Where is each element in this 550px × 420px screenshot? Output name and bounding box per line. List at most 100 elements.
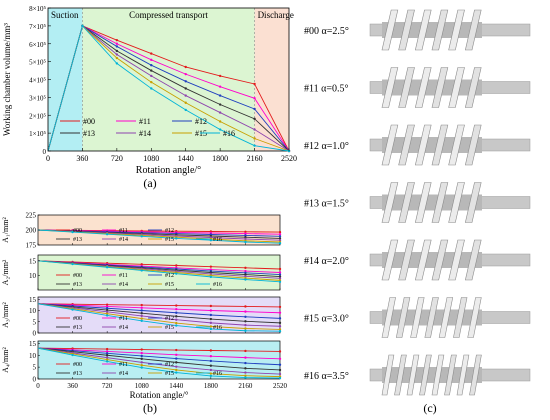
- rotor-flight-6-1: [394, 354, 407, 396]
- area4-point-12-3: [140, 354, 143, 358]
- vol-point-12-5: [218, 94, 222, 97]
- area2-point-14-6: [244, 275, 247, 278]
- area4-point-15-2: [105, 358, 109, 361]
- area1-point-14-6: [244, 237, 247, 241]
- area3-point-16-5: [209, 327, 213, 331]
- area3-point-14-6: [244, 323, 247, 327]
- rotor-shaft-left-5: [369, 311, 385, 324]
- area4-y-tick-label-3: 15: [29, 340, 37, 348]
- vol-point-11-5: [218, 85, 222, 88]
- area2-legend-label-3: #13: [73, 282, 82, 288]
- rotor-flight-3-0: [381, 182, 399, 223]
- area1-point-11-6: [244, 232, 247, 235]
- rotor-flight-0-5: [464, 9, 482, 51]
- area3-point-16-7: [278, 330, 282, 333]
- area2-point-00-7: [278, 267, 282, 271]
- area1-legend-label-5: #15: [165, 237, 174, 243]
- area2-y-axis-label: A₂/mm²: [1, 259, 10, 285]
- area3-point-12-3: [140, 309, 143, 312]
- area2-y-tick-label-1: 15: [29, 257, 37, 265]
- legend-label-2: #12: [195, 117, 207, 126]
- rotor-6: #16 α=3.5°: [304, 354, 531, 396]
- rotor-3: #13 α=1.5°: [304, 182, 531, 223]
- x-axis-label: Rotation angle/°: [136, 165, 201, 176]
- area3-point-00-4: [175, 304, 178, 307]
- rotor-shaft-right-1: [479, 81, 531, 94]
- area1-point-12-6: [244, 234, 247, 237]
- area3-legend-label-5: #15: [165, 325, 174, 331]
- area4-point-13-7: [278, 368, 282, 372]
- vol-point-15-3: [150, 80, 153, 84]
- area1-point-16-6: [244, 240, 247, 244]
- rotor-shaft-right-5: [479, 311, 531, 324]
- area1-point-11-7: [278, 233, 282, 236]
- area3-y-tick-label-3: 15: [29, 296, 37, 304]
- area4-point-16-7: [278, 376, 282, 380]
- area1-point-16-4: [175, 237, 178, 240]
- area1-point-16-3: [140, 235, 143, 238]
- area4-point-16-1: [71, 353, 74, 357]
- rotor-flight-4-5: [464, 239, 482, 281]
- volume-chart: Suction Compressed transport Discharge 0 360…: [2, 5, 297, 176]
- area4-point-14-3: [140, 361, 143, 364]
- y-tick-label-4: 4×10⁵: [29, 77, 46, 85]
- area3-point-12-7: [278, 317, 282, 320]
- rotor-flight-3-1: [398, 182, 415, 223]
- area-x-tick-label-6: 2160: [238, 382, 253, 390]
- vol-point-12-4: [184, 80, 187, 83]
- vol-point-11-6: [253, 97, 256, 100]
- area3-y-axis-label: A₃/mm²: [1, 302, 10, 328]
- area3-point-15-5: [209, 325, 213, 328]
- area4-point-11-2: [105, 350, 109, 353]
- area3-point-13-4: [175, 315, 178, 318]
- area2-legend-label-0: #00: [73, 273, 82, 279]
- area4-point-00-2: [105, 347, 109, 351]
- rotor-2: #12 α=1.0°: [304, 124, 531, 166]
- area3-point-00-5: [209, 304, 213, 308]
- area2-point-16-5: [209, 275, 213, 279]
- vol-point-13-5: [218, 103, 222, 106]
- area2-point-11-7: [278, 271, 282, 274]
- caption-a: (a): [143, 176, 156, 190]
- x-tick-label-1: 360: [76, 154, 88, 163]
- area3-point-14-4: [175, 318, 178, 321]
- area2-legend-label-6: #16: [213, 282, 222, 288]
- rotor-flight-5-1: [395, 297, 411, 338]
- area1-legend-label-2: #12: [165, 228, 174, 234]
- area1-y-axis-label: A₁/mm²: [1, 217, 10, 243]
- vol-point-15-4: [184, 101, 187, 104]
- area4-point-11-3: [140, 351, 143, 355]
- area3-point-12-4: [175, 311, 178, 314]
- area2-point-13-7: [278, 275, 282, 278]
- area2-series-line-16: [37, 260, 281, 283]
- area3-y-tick-label-1: 5: [33, 318, 37, 326]
- y-tick-label-6: 6×10⁵: [29, 41, 46, 49]
- area4-legend-label-0: #00: [73, 362, 82, 368]
- area3-legend-label-2: #12: [165, 316, 174, 322]
- area3-point-15-4: [175, 321, 178, 325]
- vol-point-16-6: [253, 144, 256, 147]
- rotor-flight-2-4: [448, 124, 465, 166]
- y-tick-label-0: 0: [43, 148, 47, 156]
- caption-c: (c): [423, 401, 436, 415]
- rotor-shaft-right-2: [479, 138, 531, 152]
- area3-legend-label-3: #13: [73, 325, 82, 331]
- rotor-shaft-right-4: [479, 253, 531, 267]
- area3-legend-label-6: #16: [213, 325, 222, 331]
- rotor-flight-2-3: [431, 124, 449, 166]
- rotor-flight-3-2: [414, 182, 432, 223]
- vol-point-12-6: [253, 107, 256, 111]
- area2-point-11-6: [244, 269, 247, 273]
- area1-series-line-16: [37, 229, 281, 244]
- vol-series-line-13: [47, 25, 290, 152]
- area3-point-16-3: [140, 319, 143, 323]
- area2-legend-label-1: #11: [119, 273, 128, 279]
- rotor-flight-3-4: [448, 182, 465, 223]
- area3-point-13-5: [209, 317, 213, 321]
- area2-point-00-6: [244, 266, 247, 270]
- x-tick-label-4: 1440: [178, 154, 194, 163]
- area4-point-14-6: [244, 371, 247, 374]
- vol-series-line-16: [47, 24, 290, 152]
- area2-point-16-6: [244, 278, 247, 281]
- vol-series-line-00: [47, 25, 290, 152]
